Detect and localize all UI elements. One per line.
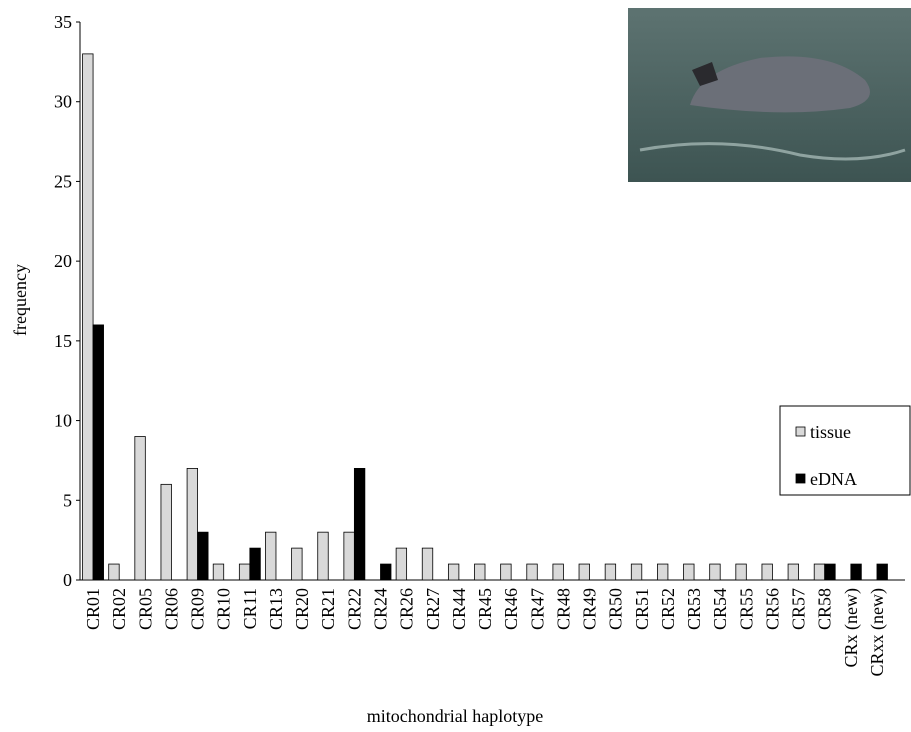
x-tick-label: CR50 [606,588,626,630]
y-tick-label: 20 [54,251,72,271]
x-tick-label: CR53 [684,588,704,630]
x-tick-label: CR54 [710,588,730,630]
bar [83,54,94,580]
bar [553,564,564,580]
bar [380,564,391,580]
y-tick-label: 0 [63,570,72,590]
bar [605,564,616,580]
x-tick-label: CR13 [266,588,286,630]
bar [501,564,512,580]
x-tick-label: CR52 [658,588,678,630]
y-tick-label: 15 [54,331,72,351]
legend-label: eDNA [810,469,857,489]
x-tick-label: CR47 [527,588,547,630]
x-tick-label: CR56 [762,588,782,630]
x-tick-label: CR26 [397,588,417,630]
bar [579,564,590,580]
x-tick-label: CR21 [318,588,338,630]
bar [851,564,862,580]
bar [135,437,146,580]
bar [213,564,224,580]
bar [762,564,773,580]
bar [239,564,250,580]
x-tick-label: CR22 [344,588,364,630]
x-tick-label: CR49 [580,588,600,630]
bar [109,564,120,580]
x-tick-label: CRxx (new) [867,588,888,677]
bar [198,532,209,580]
x-tick-label: CR48 [553,588,573,630]
bar [396,548,407,580]
x-tick-label: CR11 [240,588,260,629]
x-tick-label: CR45 [475,588,495,630]
bar [527,564,538,580]
y-tick-label: 30 [54,92,72,112]
x-tick-label: CR24 [370,588,390,630]
x-tick-label: CR01 [83,588,103,630]
bar [422,548,433,580]
x-tick-label: CR44 [449,588,469,630]
y-tick-label: 35 [54,12,72,32]
bar [736,564,747,580]
bar [877,564,888,580]
bar [475,564,486,580]
x-tick-label: CR05 [135,588,155,630]
legend-swatch [796,427,805,436]
y-axis-label: frequency [10,264,30,336]
x-tick-label: CR57 [789,588,809,630]
photo [628,8,911,182]
x-axis-label: mitochondrial haplotype [367,706,543,726]
legend-swatch [796,474,805,483]
bar [161,484,172,580]
chart: frequency mitochondrial haplotype 0 5 10 15… [0,0,911,732]
legend-label: tissue [810,422,851,442]
x-tick-label: CR06 [161,588,181,630]
bar [354,468,365,580]
x-tick-label: CR02 [109,588,129,630]
bar [292,548,303,580]
bar [657,564,668,580]
x-tick-label: CRx (new) [841,588,862,668]
bar [344,532,355,580]
x-tick-label: CR09 [188,588,208,630]
x-tick-label: CR58 [815,588,835,630]
x-tick-label: CR20 [292,588,312,630]
bar [93,325,104,580]
bar [710,564,721,580]
bar [788,564,799,580]
bar [684,564,695,580]
bar [265,532,276,580]
bar [448,564,459,580]
x-tick-label: CR10 [214,588,234,630]
bar [814,564,825,580]
x-tick-label: CR46 [501,588,521,630]
y-tick-label: 25 [54,171,72,191]
bar [250,548,261,580]
bar [187,468,198,580]
x-tick-label: CR55 [736,588,756,630]
y-tick-label: 10 [54,411,72,431]
bar [318,532,329,580]
bar [631,564,642,580]
y-tick-label: 5 [63,490,72,510]
bar [825,564,836,580]
x-tick-label: CR27 [423,588,443,630]
x-tick-label: CR51 [632,588,652,630]
